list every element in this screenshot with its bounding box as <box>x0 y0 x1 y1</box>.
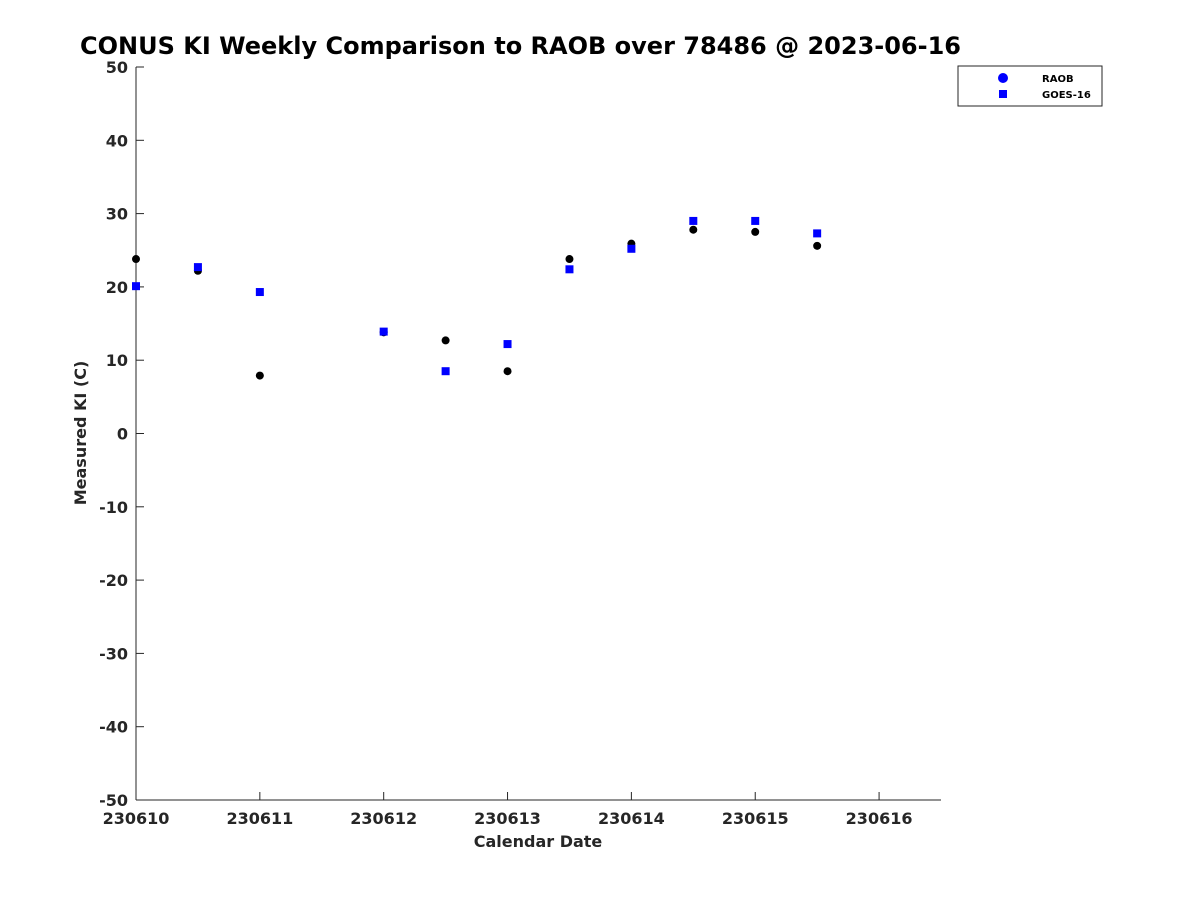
data-point-raob <box>689 225 698 234</box>
x-tick-label: 230613 <box>474 809 541 828</box>
x-tick-label: 230610 <box>103 809 170 828</box>
legend-raob-marker <box>998 73 1008 83</box>
data-point-goes-16 <box>193 263 202 272</box>
y-tick-label: 10 <box>106 351 128 370</box>
data-point-raob <box>132 255 140 264</box>
y-tick-label: 50 <box>106 58 128 77</box>
data-points <box>132 216 822 380</box>
y-tick-label: -30 <box>99 644 128 663</box>
data-point-raob <box>441 336 450 345</box>
legend-raob-label: RAOB <box>1042 74 1074 85</box>
y-axis-label: Measured KI (C) <box>71 361 90 506</box>
data-point-goes-16 <box>132 282 140 291</box>
y-tick-label: -40 <box>99 718 128 737</box>
y-tick-label: -20 <box>99 571 128 590</box>
data-point-raob <box>503 367 512 376</box>
data-point-goes-16 <box>627 244 636 253</box>
y-tick-label: 40 <box>106 131 128 150</box>
legend-goes-marker <box>999 90 1007 98</box>
chart-title: CONUS KI Weekly Comparison to RAOB over … <box>80 32 961 60</box>
axes <box>135 67 941 801</box>
y-tick-label: -10 <box>99 498 128 517</box>
data-point-raob <box>565 255 574 264</box>
x-tick-label: 230611 <box>226 809 293 828</box>
y-tick-label: 30 <box>106 205 128 224</box>
x-tick-label: 230614 <box>598 809 665 828</box>
data-point-goes-16 <box>565 265 574 274</box>
x-tick-label: 230615 <box>722 809 789 828</box>
data-point-raob <box>751 227 760 236</box>
x-tick-label: 230616 <box>846 809 913 828</box>
legend: RAOB GOES-16 <box>957 65 1103 107</box>
legend-box <box>957 65 1103 107</box>
legend-goes-label: GOES-16 <box>1042 90 1091 101</box>
data-point-raob <box>813 241 822 250</box>
data-point-goes-16 <box>751 216 760 225</box>
data-point-goes-16 <box>441 367 450 376</box>
data-point-goes-16 <box>503 340 512 349</box>
data-point-goes-16 <box>689 216 698 225</box>
data-point-raob <box>255 371 264 380</box>
x-axis-label: Calendar Date <box>474 832 603 851</box>
y-tick-label: 0 <box>117 425 128 444</box>
data-point-goes-16 <box>379 327 388 336</box>
data-point-goes-16 <box>813 229 822 238</box>
y-tick-label: -50 <box>99 791 128 810</box>
y-tick-label: 20 <box>106 278 128 297</box>
x-tick-label: 230612 <box>350 809 417 828</box>
data-point-goes-16 <box>255 288 264 297</box>
